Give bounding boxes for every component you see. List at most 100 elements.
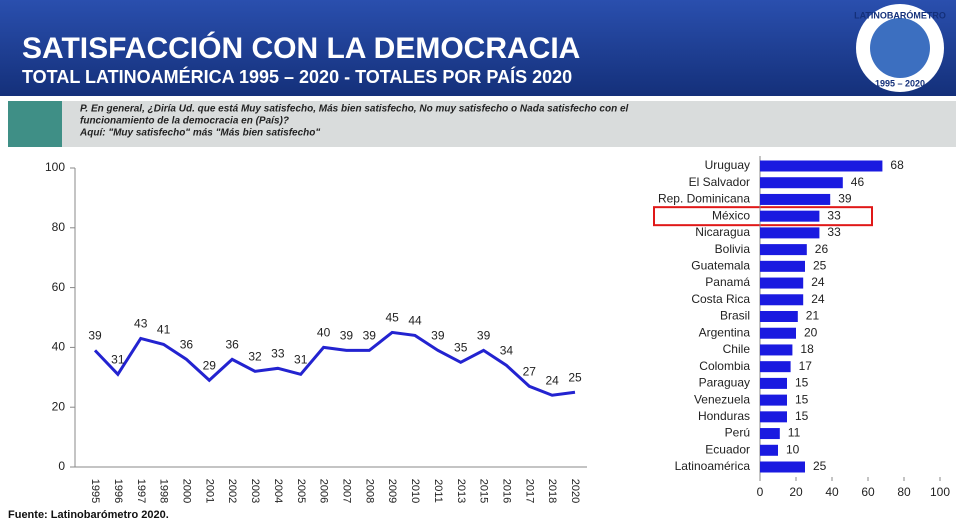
x-tick-label: 2003	[249, 479, 261, 503]
x-tick-label: 40	[825, 485, 839, 499]
data-label: 43	[134, 317, 148, 331]
data-label: 39	[340, 329, 354, 343]
data-label: 33	[271, 347, 285, 361]
data-label: 25	[568, 370, 582, 384]
bar	[760, 227, 820, 239]
data-label: 41	[157, 323, 171, 337]
line	[93, 330, 576, 397]
header-band	[0, 0, 956, 96]
x-tick-label: 2010	[409, 479, 421, 503]
category-label: Guatemala	[691, 259, 750, 273]
x-tick-label: 2006	[318, 479, 330, 503]
data-label: 36	[225, 338, 239, 352]
x-tick-label: 2001	[203, 479, 215, 503]
x-tick-label: 1996	[112, 479, 124, 503]
data-label: 15	[795, 376, 809, 390]
bar	[760, 377, 787, 389]
category-label: Paraguay	[699, 376, 750, 390]
data-label: 11	[788, 426, 801, 440]
data-label: 33	[827, 225, 841, 239]
bar	[760, 461, 805, 473]
data-label: 35	[454, 341, 468, 355]
x-tick-label: 2008	[363, 479, 375, 503]
x-tick-label: 80	[897, 485, 911, 499]
category-label: Ecuador	[705, 442, 750, 456]
y-tick-label: 80	[52, 220, 66, 234]
category-label: Bolivia	[715, 242, 751, 256]
question-marker	[8, 101, 62, 147]
category-label: México	[712, 208, 750, 222]
data-label: 34	[500, 344, 514, 358]
bar	[760, 277, 804, 289]
x-tick-label: 2013	[455, 479, 467, 503]
bar	[760, 177, 843, 189]
data-label: 26	[815, 242, 829, 256]
data-label: 46	[851, 175, 865, 189]
data-label: 15	[795, 392, 809, 406]
data-label: 39	[838, 192, 852, 206]
bar	[760, 311, 798, 322]
data-label: 32	[248, 349, 262, 363]
category-label: Brasil	[720, 309, 750, 323]
data-label: 15	[795, 409, 809, 423]
category-label: Honduras	[698, 409, 750, 423]
title: SATISFACCIÓN CON LA DEMOCRACIA	[22, 31, 580, 65]
category-label: Colombia	[699, 359, 750, 373]
bar	[760, 361, 791, 373]
bar	[760, 428, 780, 440]
data-label: 24	[811, 275, 825, 289]
bar	[760, 260, 805, 272]
x-tick-label: 60	[861, 485, 875, 499]
data-label: 29	[203, 358, 217, 372]
source: Fuente: Latinobarómetro 2020.	[8, 509, 169, 521]
data-label: 25	[813, 459, 827, 473]
x-tick-label: 2017	[523, 479, 535, 503]
data-label: 40	[317, 326, 331, 340]
category-label: Latinoamérica	[675, 459, 751, 473]
data-label: 24	[545, 373, 559, 387]
highlight-box	[653, 206, 873, 227]
data-label: 39	[477, 329, 491, 343]
data-label: 44	[408, 314, 422, 328]
x-tick-label: 100	[930, 485, 950, 499]
data-label: 68	[890, 158, 904, 172]
logo: LATINOBARÓMETRO 1995 – 2020	[854, 4, 946, 92]
data-label: 17	[799, 359, 813, 373]
bar	[760, 244, 807, 256]
category-label: El Salvador	[689, 175, 750, 189]
data-label: 33	[827, 208, 841, 222]
y-tick-label: 40	[52, 340, 66, 354]
bar	[760, 394, 787, 406]
x-tick-label: 1998	[158, 479, 170, 503]
question-line: P. En general, ¿Diría Ud. que está Muy s…	[80, 104, 629, 115]
category-label: Rep. Dominicana	[658, 192, 750, 206]
data-label: 18	[800, 342, 814, 356]
x-tick-label: 1997	[135, 479, 147, 503]
x-tick-label: 2002	[226, 479, 238, 503]
data-label: 31	[294, 352, 308, 366]
data-label: 45	[385, 311, 399, 325]
data-label: 39	[431, 329, 445, 343]
bar	[760, 327, 796, 339]
x-tick-label: 2009	[386, 479, 398, 503]
x-tick-label: 2000	[181, 479, 193, 503]
bar	[760, 294, 804, 306]
x-tick-label: 2016	[501, 479, 513, 503]
x-tick-label: 2011	[432, 479, 444, 503]
bar	[760, 411, 787, 423]
x-tick-label: 2004	[272, 479, 284, 503]
data-label: 21	[806, 309, 820, 323]
bar	[760, 444, 778, 456]
x-tick-label: 2007	[341, 479, 353, 503]
x-tick-label: 0	[757, 485, 764, 499]
y-tick-label: 20	[52, 399, 66, 413]
x-tick-label: 1995	[89, 479, 101, 503]
category-label: Chile	[723, 342, 751, 356]
question-line: funcionamiento de la democracia en (País…	[80, 116, 289, 127]
bar	[760, 210, 820, 222]
bar	[760, 193, 831, 205]
y-tick-label: 60	[52, 280, 66, 294]
category-label: Costa Rica	[691, 292, 750, 306]
